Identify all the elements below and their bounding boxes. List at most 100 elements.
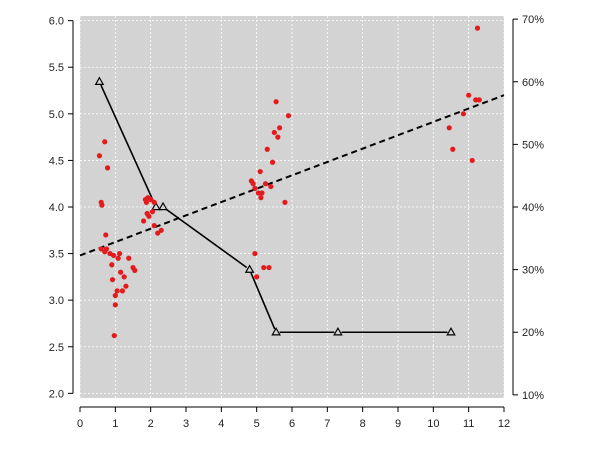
data-point bbox=[112, 292, 118, 299]
data-point bbox=[123, 283, 129, 289]
x-tick-label: 2 bbox=[148, 418, 154, 430]
data-point bbox=[121, 274, 127, 280]
x-tick-label: 4 bbox=[218, 418, 224, 430]
x-tick-label: 1 bbox=[112, 418, 118, 430]
y-tick-label: 5.5 bbox=[49, 62, 64, 74]
data-point bbox=[132, 267, 138, 273]
data-point bbox=[262, 181, 269, 187]
data-point bbox=[155, 230, 161, 236]
y-tick-label: 2.0 bbox=[49, 388, 64, 400]
data-point bbox=[252, 185, 258, 191]
data-point bbox=[119, 288, 125, 294]
data-point bbox=[151, 223, 157, 229]
y-tick-label: 4.5 bbox=[49, 155, 64, 167]
data-point bbox=[146, 213, 152, 219]
data-point bbox=[254, 274, 260, 280]
triangle-marker bbox=[158, 201, 168, 211]
y2-tick-label: 60% bbox=[522, 77, 544, 89]
data-point bbox=[102, 139, 108, 145]
triangle-marker bbox=[333, 327, 343, 336]
data-point bbox=[115, 255, 121, 261]
triangle-marker bbox=[151, 201, 161, 211]
y-tick-label: 5.0 bbox=[49, 109, 64, 121]
data-point bbox=[277, 125, 283, 131]
data-point bbox=[141, 218, 147, 224]
trend-line bbox=[79, 94, 505, 257]
x-tick-label: 8 bbox=[360, 418, 366, 430]
x-tick-label: 5 bbox=[254, 418, 260, 430]
scatter-points bbox=[96, 25, 482, 339]
data-point bbox=[469, 157, 475, 164]
x-tick-label: 11 bbox=[463, 418, 474, 430]
data-point bbox=[104, 165, 111, 171]
data-point bbox=[466, 92, 472, 98]
data-point bbox=[259, 190, 265, 196]
data-point bbox=[250, 181, 256, 187]
data-point bbox=[450, 146, 456, 152]
data-point bbox=[446, 125, 452, 131]
x-tick-label: 6 bbox=[289, 418, 295, 430]
data-point bbox=[151, 199, 157, 205]
data-point bbox=[268, 183, 274, 190]
triangle-marker bbox=[94, 76, 105, 85]
data-point bbox=[257, 168, 263, 175]
data-point bbox=[103, 246, 110, 252]
y-tick-label: 3.0 bbox=[49, 295, 64, 307]
data-point bbox=[114, 288, 120, 294]
data-point bbox=[275, 134, 281, 140]
y-tick-label: 3.5 bbox=[49, 249, 64, 261]
data-point bbox=[149, 209, 156, 215]
data-point bbox=[476, 97, 482, 103]
data-point bbox=[460, 111, 466, 117]
y2-tick-label: 40% bbox=[522, 202, 544, 214]
axes: 0 1 2 3 4 5 6 7 8 9 10 11 122.02.53.03.54.04.55.05.5… bbox=[49, 14, 545, 430]
x-tick-label: 9 bbox=[395, 418, 401, 430]
data-point bbox=[109, 277, 116, 283]
data-point bbox=[158, 227, 164, 233]
y-tick-label: 2.5 bbox=[49, 342, 64, 354]
data-point bbox=[110, 252, 117, 259]
y2-tick-label: 70% bbox=[522, 14, 544, 26]
data-point bbox=[148, 196, 154, 203]
data-point bbox=[285, 113, 292, 119]
data-point bbox=[96, 153, 103, 159]
data-point bbox=[112, 302, 118, 308]
data-point bbox=[266, 264, 272, 271]
data-point bbox=[282, 199, 288, 205]
data-point bbox=[261, 264, 267, 271]
data-point bbox=[116, 250, 123, 257]
x-tick-label: 0 bbox=[77, 418, 83, 430]
y2-tick-label: 20% bbox=[522, 327, 544, 339]
x-tick-label: 7 bbox=[324, 418, 330, 430]
series-segment bbox=[165, 208, 248, 269]
trend-line-layer bbox=[79, 94, 505, 257]
x-tick-label: 10 bbox=[427, 418, 439, 430]
x-tick-label: 3 bbox=[183, 418, 189, 430]
data-point bbox=[99, 202, 105, 208]
data-point bbox=[273, 99, 279, 105]
data-point bbox=[271, 129, 277, 136]
triangle-marker bbox=[244, 264, 255, 273]
triangle-marker bbox=[271, 327, 281, 336]
series-segment bbox=[100, 84, 156, 205]
x-tick-label: 12 bbox=[498, 418, 510, 430]
y2-tick-label: 50% bbox=[522, 139, 544, 151]
data-point bbox=[258, 195, 264, 201]
data-point bbox=[109, 262, 115, 268]
data-point bbox=[111, 332, 117, 339]
data-point bbox=[118, 269, 124, 275]
data-point bbox=[252, 250, 258, 257]
data-point bbox=[126, 255, 132, 261]
y2-tick-label: 10% bbox=[522, 390, 544, 402]
data-point bbox=[98, 246, 104, 252]
y-tick-label: 6.0 bbox=[49, 16, 64, 28]
triangle-marker bbox=[446, 327, 456, 336]
data-point bbox=[269, 159, 276, 165]
series-segment bbox=[250, 272, 276, 330]
data-point bbox=[264, 146, 270, 152]
y2-tick-label: 30% bbox=[522, 265, 544, 277]
grid bbox=[79, 16, 505, 398]
y-tick-label: 4.0 bbox=[49, 202, 64, 214]
data-point bbox=[103, 232, 109, 238]
